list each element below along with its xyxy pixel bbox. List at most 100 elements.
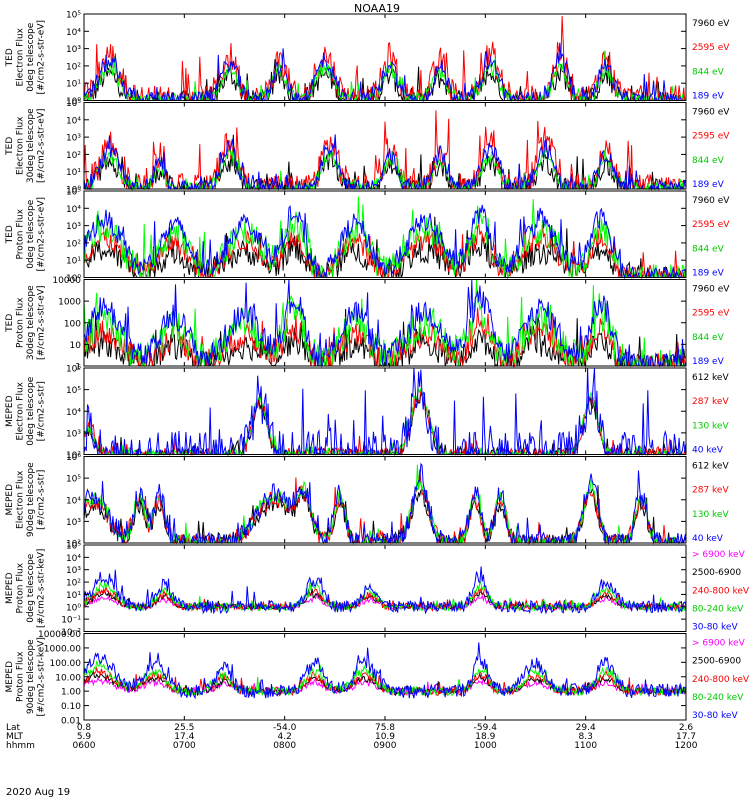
y-axis-label-line: Electron Flux	[16, 470, 26, 529]
y-tick-label: 100.00	[50, 659, 82, 669]
y-tick-label: 10⁻¹	[61, 616, 81, 626]
y-axis-label: TEDProton Flux30deg telescope[#/cm2-s-st…	[5, 285, 47, 360]
y-tick-label: 10⁰	[66, 186, 81, 196]
y-tick-label: 10⁵	[66, 99, 81, 109]
x-tick-label-mlt: 10.9	[375, 732, 395, 742]
y-tick-label: 10²	[66, 451, 81, 461]
y-axis-label-line: MEPED	[5, 484, 15, 516]
x-tick-label-hhmm: 0900	[374, 741, 397, 751]
series-line-130-kev	[83, 464, 686, 545]
x-tick-label-mlt: 4.2	[278, 732, 292, 742]
legend-entry: 2595 eV	[692, 43, 730, 53]
y-tick-label: 10	[70, 341, 82, 351]
y-axis-label-line: Electron Flux	[16, 381, 26, 440]
y-axis-label-line: 0deg telescope	[26, 376, 36, 446]
panel-8: 0.010.101.0010.00100.001000.0010000.00ME…	[5, 630, 750, 727]
y-tick-label: 1	[75, 363, 81, 373]
y-tick-label: 10²	[66, 151, 81, 161]
y-tick-label: 10⁶	[66, 453, 81, 463]
y-axis-label-line: 0deg telescope	[26, 553, 36, 623]
y-tick-label: 10³	[66, 566, 81, 576]
y-tick-label: 10⁵	[66, 542, 81, 552]
panel-frame	[83, 544, 687, 632]
legend-entry: 189 eV	[692, 180, 725, 190]
x-tick-label-hhmm: 1000	[474, 741, 497, 751]
y-axis-label-line: TED	[5, 48, 15, 67]
legend-entry: 240-800 keV	[692, 675, 750, 685]
x-tick-label-lat: 2.6	[679, 723, 694, 733]
panel-3: 10⁰ 10¹ 10² 10³ 10⁴ 10⁵ TEDProton Flux0deg tel…	[5, 188, 730, 285]
y-axis-label-line: TED	[5, 314, 15, 333]
x-tick-label-mlt: 17.7	[676, 732, 696, 742]
legend-entry: 844 eV	[692, 67, 725, 77]
legend-entry: 80-240 keV	[692, 693, 744, 703]
y-axis-label-line: [#/cm2-s-str-eV]	[37, 20, 47, 95]
date-label: 2020 Aug 19	[6, 787, 70, 798]
legend-entry: 287 keV	[692, 397, 729, 407]
y-axis-label: MEPEDProton Flux90deg telescope[#/cm2-s-…	[5, 637, 47, 716]
y-axis-label: MEPEDElectron Flux0deg telescope[#/cm2-s…	[5, 376, 47, 446]
y-tick-label: 10⁻²	[61, 628, 81, 638]
y-tick-label: 10²	[66, 540, 81, 550]
y-axis-label-line: MEPED	[5, 395, 15, 427]
x-tick-label-hhmm: 1100	[574, 741, 597, 751]
legend-entry: > 6900 keV	[692, 550, 746, 560]
legend-entry: 130 keV	[692, 510, 729, 520]
y-axis-label-line: [#/cm2-s-str-keV]	[37, 549, 47, 628]
y-tick-label: 10⁰	[66, 97, 81, 107]
y-axis-label-line: MEPED	[5, 572, 15, 604]
legend-entry: 2595 eV	[692, 309, 730, 319]
y-tick-label: 10000	[52, 276, 81, 286]
series-line-287-kev	[83, 469, 686, 545]
y-axis-label: MEPEDElectron Flux90deg telescope[#/cm2-…	[5, 462, 47, 537]
x-tick-label-lat: 0.8	[77, 723, 92, 733]
x-tick-label-hhmm: 0700	[173, 741, 196, 751]
y-axis-label-line: [#/cm2-s-str]	[37, 381, 47, 441]
y-tick-label: 10¹	[66, 591, 81, 601]
legend-entry: 189 eV	[692, 269, 725, 279]
y-tick-label: 1000.00	[44, 644, 81, 654]
x-tick-label-mlt: 18.9	[475, 732, 495, 742]
series-line-189-ev	[83, 204, 687, 280]
legend-entry: 7960 eV	[692, 19, 730, 29]
legend-entry: 844 eV	[692, 244, 725, 254]
legend-entry: 7960 eV	[692, 285, 730, 295]
y-axis-label-line: [#/cm2-s-str]	[37, 470, 47, 530]
legend-entry: 2595 eV	[692, 132, 730, 142]
y-tick-label: 10⁵	[66, 386, 81, 396]
y-tick-label: 10⁶	[66, 365, 81, 375]
y-axis-label-line: [#/cm2-s-str-eV]	[37, 108, 47, 183]
y-tick-label: 1000	[58, 298, 81, 308]
y-axis-label-line: 30deg telescope	[26, 108, 36, 183]
y-axis-label-line: 30deg telescope	[26, 285, 36, 360]
chart-title: NOAA19	[354, 2, 400, 15]
legend-entry: 612 keV	[692, 373, 729, 383]
y-tick-label: 10⁴	[66, 28, 81, 38]
x-tick-label-lat: 25.5	[174, 723, 194, 733]
panel-2: 10⁰ 10¹ 10² 10³ 10⁴ 10⁵ TEDElectron Flux30deg …	[5, 99, 730, 196]
y-axis-label-line: [#/cm2-s-str-keV]	[37, 637, 47, 716]
y-axis-label-line: 0deg telescope	[26, 199, 36, 269]
series-line-30-80-kev	[83, 566, 687, 615]
y-tick-label: 100	[64, 319, 81, 329]
legend-entry: 189 eV	[692, 92, 725, 102]
panel-4: 1 10 100 1000 10000 TEDProton Flux30deg teles…	[5, 276, 730, 373]
legend-entry: 40 keV	[692, 446, 724, 456]
x-row-label: hhmm	[6, 741, 35, 751]
y-axis-label: MEPEDProton Flux0deg telescope[#/cm2-s-s…	[5, 549, 47, 628]
x-tick-label-hhmm: 1200	[675, 741, 698, 751]
y-tick-label: 10¹	[66, 257, 81, 267]
x-row-label: Lat	[6, 723, 21, 733]
panel-frame	[83, 102, 687, 190]
y-tick-label: 10⁴	[66, 205, 81, 215]
panel-frame	[83, 633, 687, 721]
legend-entry: 80-240 keV	[692, 604, 744, 614]
y-axis-label-line: Electron Flux	[16, 116, 26, 175]
y-tick-label: 10¹	[66, 80, 81, 90]
legend-entry: 7960 eV	[692, 108, 730, 118]
y-tick-label: 10³	[66, 45, 81, 55]
x-tick-label-mlt: 8.3	[579, 732, 593, 742]
y-axis-label-line: [#/cm2-s-str-eV]	[37, 285, 47, 360]
